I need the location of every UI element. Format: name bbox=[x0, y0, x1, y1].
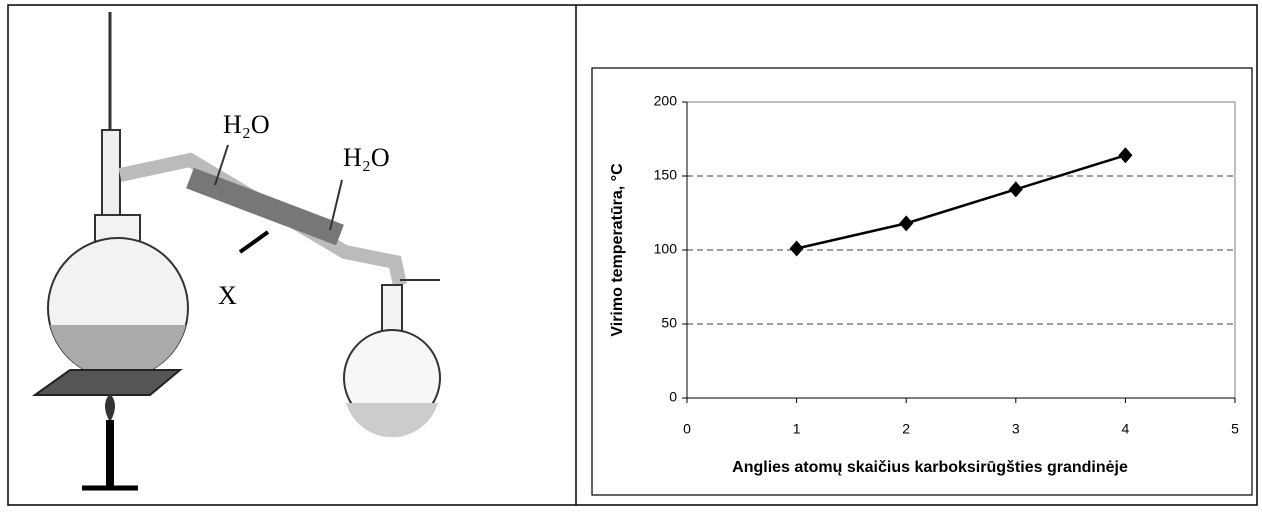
water-label: H₂O bbox=[223, 110, 270, 139]
apparatus bbox=[31, 12, 441, 491]
component-label: X bbox=[218, 281, 237, 310]
data-point bbox=[789, 240, 804, 257]
series-line bbox=[796, 154, 1126, 250]
y-tick-label: 100 bbox=[654, 241, 678, 257]
x-tick-label: 5 bbox=[1231, 421, 1239, 437]
y-tick-label: 0 bbox=[669, 389, 677, 405]
data-point bbox=[1118, 147, 1133, 164]
y-tick-label: 50 bbox=[661, 315, 677, 331]
y-tick-label: 150 bbox=[654, 167, 678, 183]
water-label: H₂O bbox=[343, 143, 390, 172]
x-tick-label: 4 bbox=[1122, 421, 1130, 437]
x-tick-label: 3 bbox=[1012, 421, 1020, 437]
table-border bbox=[7, 4, 1258, 506]
data-point bbox=[1008, 181, 1023, 198]
x-tick-label: 2 bbox=[902, 421, 910, 437]
data-point bbox=[899, 215, 914, 232]
chart-frame bbox=[591, 67, 1253, 496]
y-axis-label: Virimo temperatūra, °C bbox=[609, 163, 626, 337]
x-tick-label: 0 bbox=[683, 421, 691, 437]
y-tick-label: 200 bbox=[654, 93, 678, 109]
x-axis-label: Anglies atomų skaičius karboksirūgšties … bbox=[732, 459, 1128, 476]
x-tick-label: 1 bbox=[793, 421, 801, 437]
